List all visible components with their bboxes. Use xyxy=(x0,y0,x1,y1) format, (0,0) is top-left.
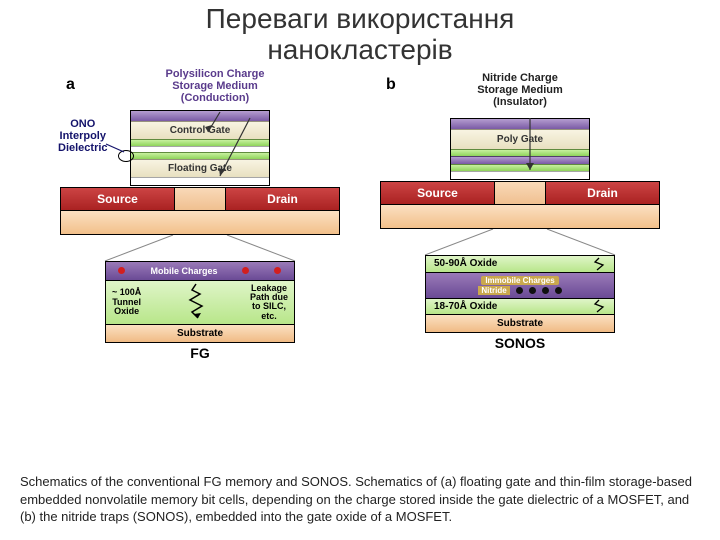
stack-layer xyxy=(131,111,269,121)
charge-dot-icon xyxy=(516,287,523,294)
a-zoom-mobile: Mobile Charges xyxy=(106,262,294,280)
a-gate-stack: Control Gate Floating Gate xyxy=(130,110,270,186)
b-zoom-wrap: 50-90Å Oxide Immobile Charges Nitride 18… xyxy=(380,229,660,333)
a-leak-label: Leakage Path due to SILC, etc. xyxy=(250,284,288,322)
charge-dot-icon xyxy=(542,287,549,294)
title-line2: нанокластерів xyxy=(267,34,452,65)
a-side-label: ONO Interpoly Dielectric xyxy=(58,118,108,154)
b-connector xyxy=(380,229,660,255)
charge-dot-icon xyxy=(274,267,281,274)
stack-layer xyxy=(131,177,269,185)
diagram-a: a Polysilicon Charge Storage Medium (Con… xyxy=(60,68,340,361)
a-zoom-oxide: ~ 100Å Tunnel Oxide Leakage Path due to … xyxy=(106,280,294,324)
stack-layer: Poly Gate xyxy=(451,129,589,149)
leakage-zig-icon xyxy=(592,299,606,313)
b-zoom-top-oxide: 50-90Å Oxide xyxy=(426,256,614,272)
a-drain: Drain xyxy=(225,187,340,211)
a-zoom: Mobile Charges ~ 100Å Tunnel Oxide Leaka… xyxy=(105,261,295,343)
charge-dot-icon xyxy=(555,287,562,294)
a-substrate-label: Substrate xyxy=(177,328,223,339)
a-sd-row: Source Drain xyxy=(60,187,340,211)
b-substrate-label: Substrate xyxy=(497,318,543,329)
a-top-label: Polysilicon Charge Storage Medium (Condu… xyxy=(90,68,340,104)
panel-b-label: b xyxy=(386,76,396,94)
b-sub-label: SONOS xyxy=(380,335,660,351)
panel-a-label: a xyxy=(66,76,75,94)
leakage-path-icon xyxy=(184,282,208,322)
b-bot-oxide-label: 18-70Å Oxide xyxy=(434,301,497,312)
slide-title: Переваги використання нанокластерів xyxy=(0,0,720,66)
diagram-b: b Nitride Charge Storage Medium (Insulat… xyxy=(380,68,660,361)
b-top-oxide-label: 50-90Å Oxide xyxy=(434,258,497,269)
stack-layer xyxy=(451,149,589,156)
stack-layer xyxy=(451,171,589,179)
stack-layer xyxy=(131,152,269,159)
b-sd-row: Source Drain xyxy=(380,181,660,205)
a-zoom-substrate: Substrate xyxy=(106,324,294,342)
a-channel xyxy=(175,187,225,211)
a-tunnel-label: ~ 100Å Tunnel Oxide xyxy=(112,288,141,316)
b-trapezoid-icon xyxy=(380,229,660,255)
a-connector xyxy=(60,235,340,261)
a-source: Source xyxy=(60,187,175,211)
a-zoom-wrap: Mobile Charges ~ 100Å Tunnel Oxide Leaka… xyxy=(60,235,340,343)
b-source: Source xyxy=(380,181,495,205)
charge-dot-icon xyxy=(242,267,249,274)
stack-layer: Floating Gate xyxy=(131,159,269,177)
b-bulk xyxy=(380,205,660,229)
leakage-zig-icon xyxy=(592,257,606,271)
stack-layer xyxy=(451,164,589,171)
b-zoom-substrate: Substrate xyxy=(426,314,614,332)
stack-layer xyxy=(451,119,589,129)
a-trapezoid-icon xyxy=(60,235,340,261)
charge-dot-icon xyxy=(118,267,125,274)
b-gate-stack: Poly Gate xyxy=(450,118,590,180)
b-immobile-label: Immobile Charges xyxy=(481,276,558,285)
charge-dot-icon xyxy=(529,287,536,294)
a-mobile-label: Mobile Charges xyxy=(150,266,217,276)
title-line1: Переваги використання xyxy=(206,3,515,34)
stack-layer xyxy=(131,139,269,146)
a-sub-label: FG xyxy=(60,345,340,361)
stack-layer: Control Gate xyxy=(131,121,269,139)
caption-text: Schematics of the conventional FG memory… xyxy=(20,473,700,526)
diagram-row: a Polysilicon Charge Storage Medium (Con… xyxy=(0,68,720,361)
b-top-label: Nitride Charge Storage Medium (Insulator… xyxy=(380,72,660,108)
stack-layer xyxy=(451,156,589,164)
b-zoom-nitride: Immobile Charges Nitride xyxy=(426,272,614,298)
a-bulk xyxy=(60,211,340,235)
b-channel xyxy=(495,181,545,205)
b-nitride-label: Nitride xyxy=(478,286,509,295)
b-zoom-bot-oxide: 18-70Å Oxide xyxy=(426,298,614,314)
b-drain: Drain xyxy=(545,181,660,205)
b-zoom: 50-90Å Oxide Immobile Charges Nitride 18… xyxy=(425,255,615,333)
ono-circle-icon xyxy=(118,150,134,162)
